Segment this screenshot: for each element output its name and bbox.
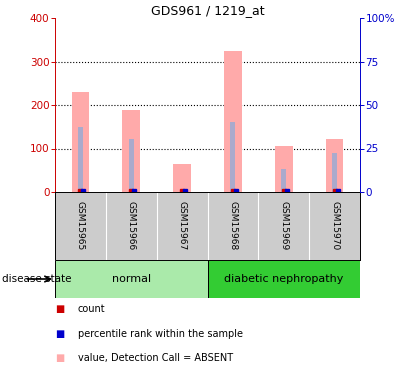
Text: percentile rank within the sample: percentile rank within the sample (78, 328, 242, 339)
Text: GSM15966: GSM15966 (127, 201, 136, 250)
Text: GSM15965: GSM15965 (76, 201, 85, 250)
Bar (122, 110, 140, 192)
Bar (72, 92, 89, 192)
Bar (275, 146, 293, 192)
Text: count: count (78, 304, 105, 314)
Bar (129, 139, 134, 192)
Text: ■: ■ (55, 328, 64, 339)
Text: GSM15967: GSM15967 (178, 201, 187, 250)
Text: GSM15969: GSM15969 (279, 201, 288, 250)
Text: GSM15970: GSM15970 (330, 201, 339, 250)
Text: ■: ■ (55, 353, 64, 363)
Title: GDS961 / 1219_at: GDS961 / 1219_at (151, 4, 264, 17)
Bar (231, 122, 236, 192)
Bar (208, 260, 360, 298)
Bar (173, 164, 191, 192)
Bar (78, 127, 83, 192)
Text: value, Detection Call = ABSENT: value, Detection Call = ABSENT (78, 353, 233, 363)
Text: disease state: disease state (2, 274, 72, 284)
Text: GSM15968: GSM15968 (229, 201, 238, 250)
Text: normal: normal (112, 274, 151, 284)
Bar (326, 139, 344, 192)
Text: diabetic nephropathy: diabetic nephropathy (224, 274, 344, 284)
Text: ■: ■ (55, 304, 64, 314)
Bar (281, 170, 286, 192)
Bar (55, 260, 208, 298)
Bar (332, 153, 337, 192)
Bar (224, 51, 242, 192)
